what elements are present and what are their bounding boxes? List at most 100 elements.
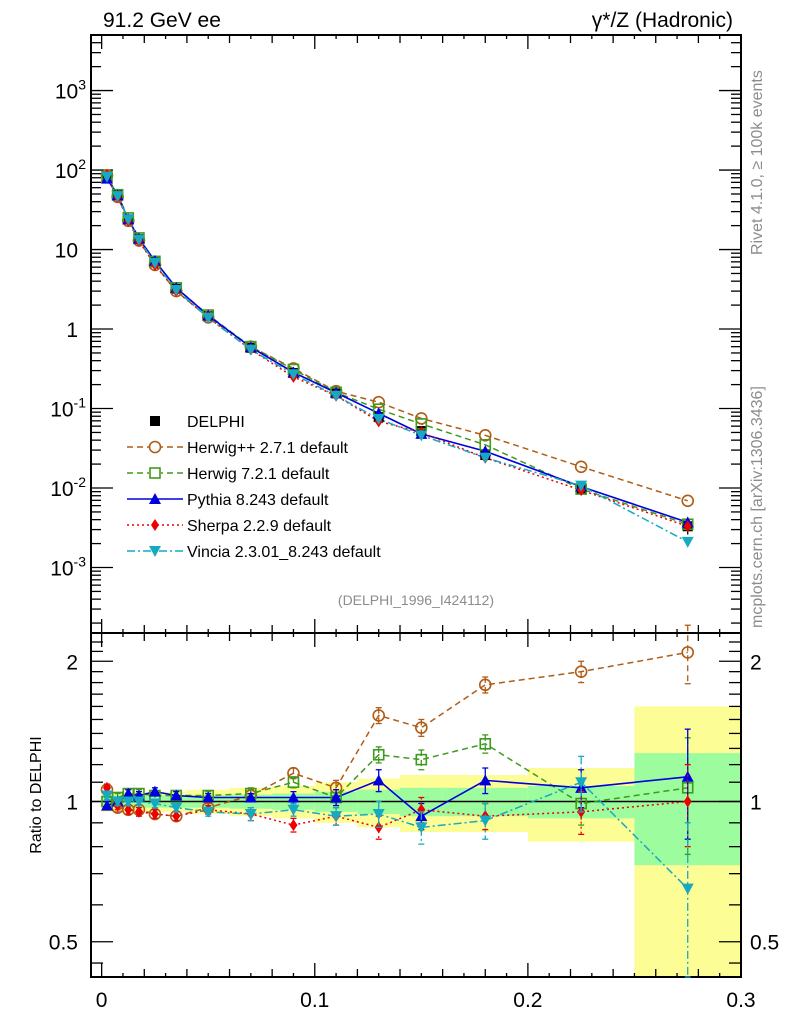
ratio-y-tick-label-right: 1 (750, 792, 762, 815)
ratio-y-tick-label-right: 2 (750, 651, 762, 674)
series-point (415, 430, 428, 442)
ratio-series-point (202, 791, 215, 803)
x-tick-label: 0.2 (513, 989, 542, 1012)
series-point (330, 390, 343, 402)
ratio-series-point (170, 789, 183, 801)
ratio-series-point (202, 806, 215, 818)
ratio-series-point (287, 776, 300, 789)
ratio-series-point (372, 709, 386, 722)
series-point (681, 536, 694, 548)
ratio-series-point (681, 646, 695, 659)
ratio-plot: 0.5 0.5 1 1 2 2 0 0.1 0.2 0.3 (49, 624, 779, 1012)
legend-marker-bg (149, 441, 161, 453)
series-point (574, 460, 588, 474)
series-point (478, 429, 492, 442)
series-point (132, 234, 145, 246)
ratio-series-point (372, 774, 385, 786)
series-point (244, 344, 257, 356)
series-point (202, 312, 215, 324)
legend-label: Herwig 7.2.1 default (187, 466, 330, 483)
ratio-series-point (372, 748, 385, 761)
y-tick-label: 1 (66, 319, 78, 342)
ratio-series-point (683, 795, 692, 808)
series-point (111, 191, 124, 203)
ratio-series-point (330, 791, 343, 803)
y-tick-label: 10 (55, 240, 78, 263)
series-point (372, 413, 385, 425)
series-point (122, 214, 135, 226)
y-tick-label: 10-2 (50, 474, 86, 501)
series-point (148, 257, 161, 269)
ratio-series-point (132, 796, 145, 808)
legend-label: Pythia 8.243 default (187, 492, 329, 509)
series-point (575, 480, 588, 492)
ratio-series-point (289, 819, 298, 832)
legend-label: Herwig++ 2.7.1 default (187, 440, 349, 457)
ratio-series-point (330, 811, 343, 823)
ratio-series-point (417, 803, 426, 816)
x-tick-label: 0.3 (726, 989, 755, 1012)
ratio-series-point (372, 809, 385, 821)
series-point (372, 395, 386, 409)
ratio-series-point (287, 804, 300, 816)
ratio-series-point (479, 774, 492, 786)
legend: DELPHI Herwig++ 2.7.1 default Herwig 7.2.1… (127, 414, 381, 561)
legend-marker (149, 493, 161, 504)
ratio-series-point (124, 803, 133, 816)
ratio-series-point (100, 790, 113, 802)
ratio-series-point (244, 809, 257, 821)
ratio-series-point (287, 791, 300, 803)
title-right: γ*/Z (Hadronic) (592, 9, 733, 32)
ratio-series-point (134, 805, 143, 818)
side-text-bottom: mcplots.cern.ch [arXiv:1306.3436] (749, 386, 766, 628)
ratio-ylabel: Ratio to DELPHI (28, 736, 45, 853)
series-point (683, 520, 692, 533)
legend-entry: Pythia 8.243 default (127, 492, 329, 509)
analysis-annotation: (DELPHI_1996_I424112) (338, 592, 494, 608)
ratio-series-point (122, 796, 135, 808)
title-left: 91.2 GeV ee (103, 9, 221, 32)
series-point (681, 494, 695, 508)
legend-entry: Sherpa 2.2.9 default (127, 518, 332, 535)
legend-label: Vincia 2.3.01_8.243 default (187, 544, 381, 561)
ratio-y-tick-label-right: 0.5 (750, 932, 779, 955)
series-point (100, 171, 113, 183)
ratio-series-point (100, 799, 113, 811)
y-tick-label: 102 (55, 156, 86, 183)
ratio-series-point (150, 808, 159, 821)
series-point (479, 452, 492, 464)
legend-label: DELPHI (187, 414, 245, 431)
legend-marker (150, 416, 160, 426)
ratio-y-tick-label-left: 0.5 (49, 932, 78, 955)
ratio-series-point (122, 787, 135, 799)
ratio-frame (90, 632, 742, 978)
ratio-series-point (415, 721, 428, 735)
legend-marker (151, 519, 159, 531)
ratio-series-point (111, 796, 124, 808)
ratio-series-point (478, 678, 492, 692)
legend-marker-bg (149, 467, 161, 479)
ratio-series-point (148, 798, 161, 810)
legend-entry: Herwig++ 2.7.1 default (127, 440, 349, 457)
series-point (287, 369, 300, 381)
ratio-y-tick-label-left: 2 (66, 651, 78, 674)
series-point (170, 284, 183, 296)
legend-marker (148, 440, 162, 454)
y-tick-label: 103 (55, 77, 86, 104)
ratio-series-point (415, 822, 428, 834)
x-tick-label: 0.1 (300, 989, 329, 1012)
x-tick-label: 0 (96, 989, 108, 1012)
y-tick-label: 10-3 (50, 554, 86, 581)
legend-entry: DELPHI (150, 414, 245, 431)
ratio-series-point (574, 665, 588, 678)
ratio-y-tick-label-left: 1 (66, 792, 78, 815)
ratio-series-point (170, 802, 183, 814)
ratio-series-point (172, 810, 181, 823)
main-plot: 10-3 10-2 10-1 1 10 102 103 (50, 34, 742, 634)
legend-entry: Vincia 2.3.01_8.243 default (127, 544, 381, 561)
ratio-series-point (479, 815, 492, 827)
ratio-series-point (244, 791, 257, 803)
ratio-series-point (415, 753, 428, 766)
ratio-series-point (148, 785, 161, 797)
